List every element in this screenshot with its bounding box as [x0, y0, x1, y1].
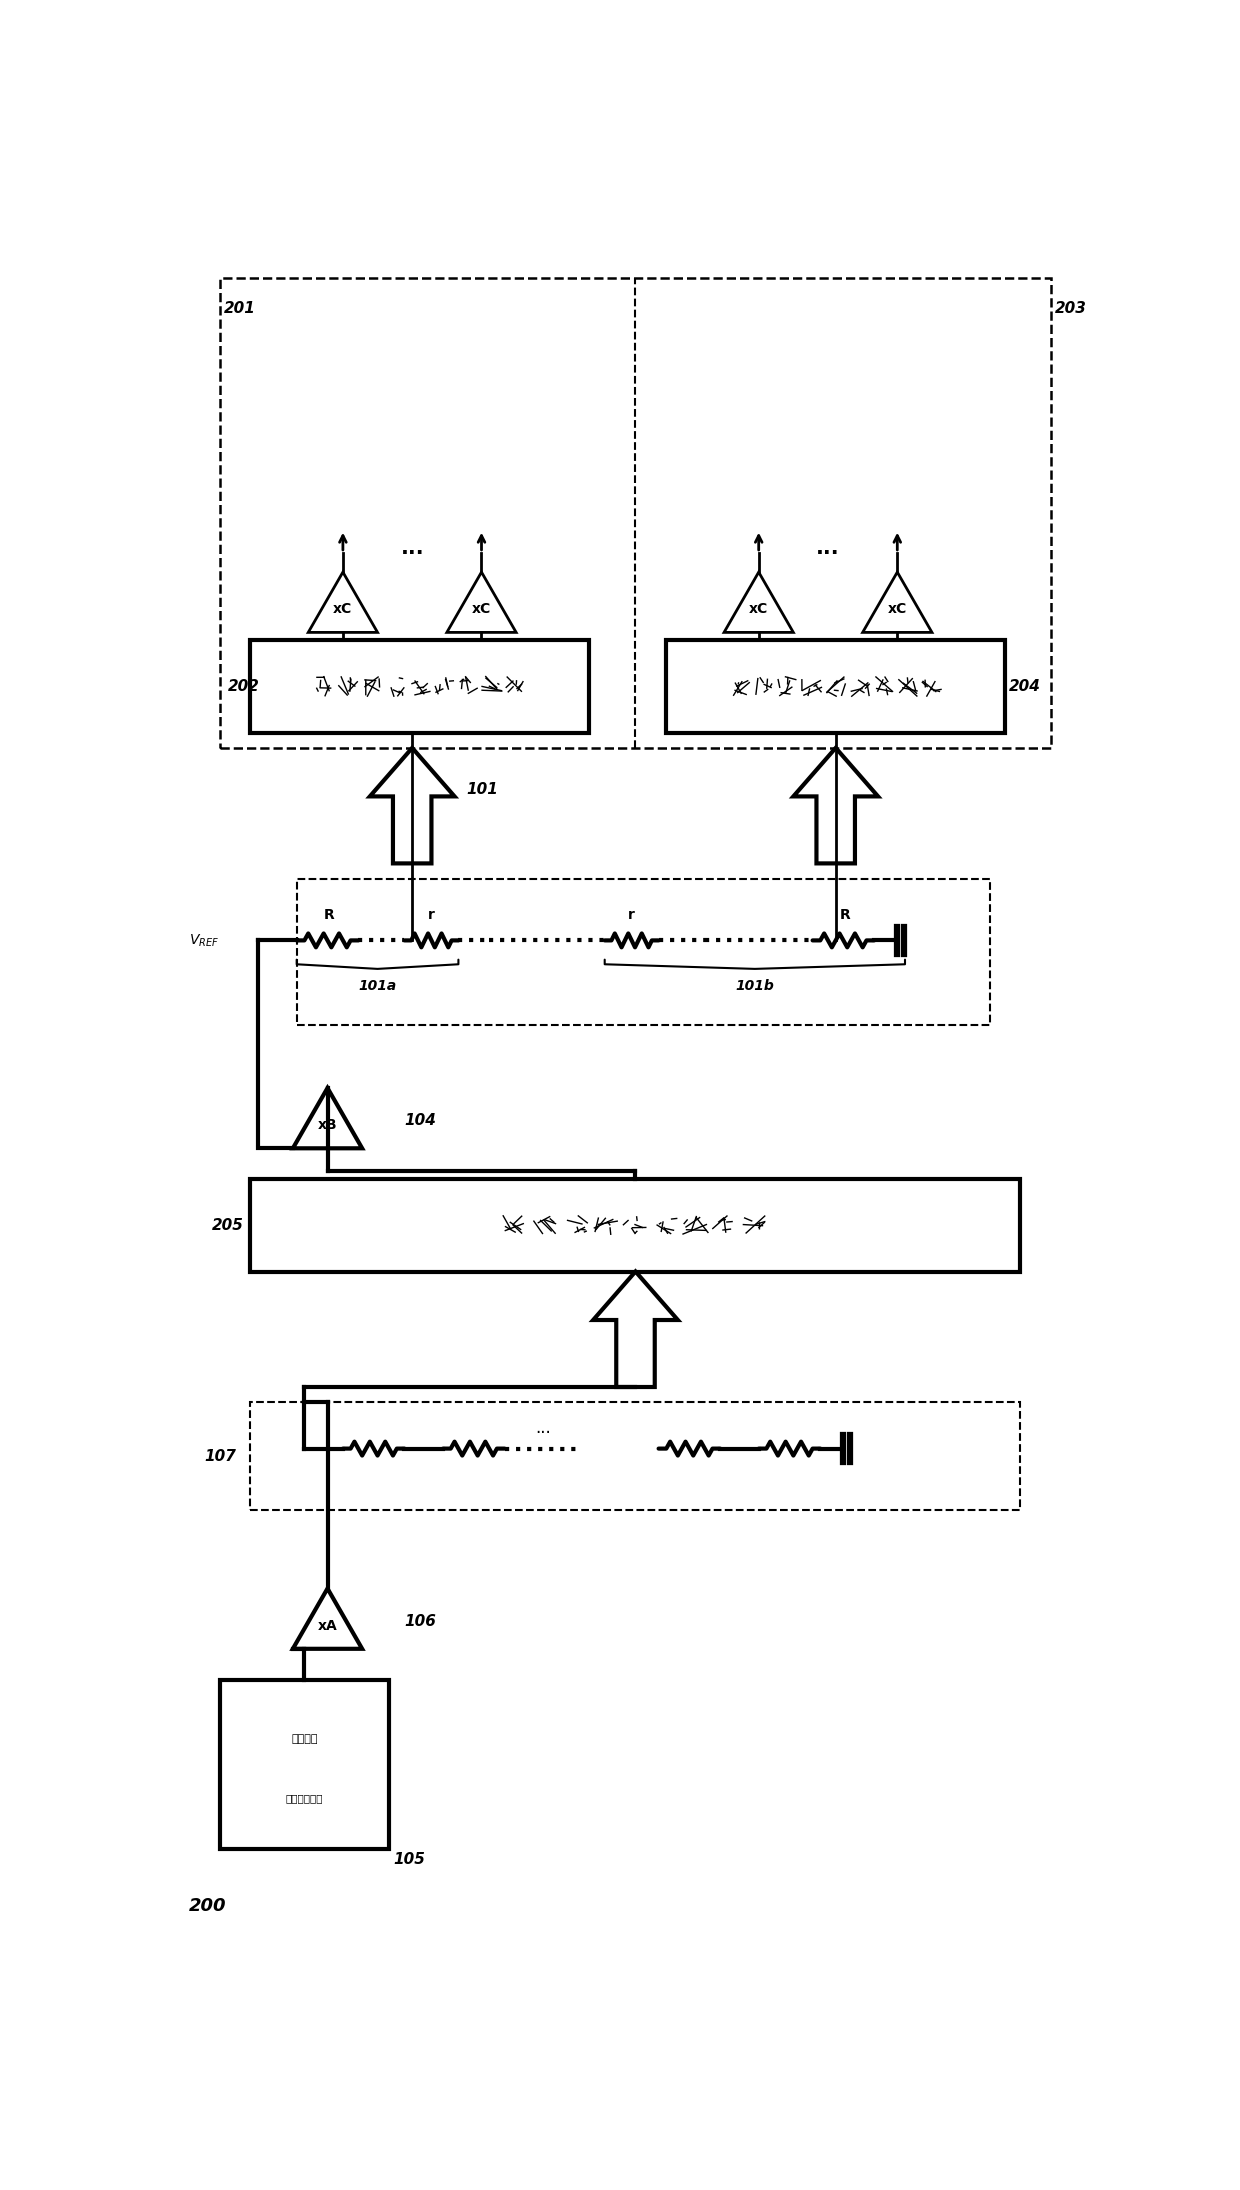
Bar [666, 639, 1006, 731]
Text: 104: 104 [404, 1113, 436, 1128]
Text: xC: xC [749, 602, 769, 618]
Text: 电压产生电路: 电压产生电路 [285, 1794, 324, 1802]
Text: 105: 105 [393, 1853, 425, 1868]
Text: 203: 203 [1055, 302, 1087, 315]
Text: 能隙参考: 能隙参考 [291, 1734, 317, 1743]
Text: 101b: 101b [735, 979, 774, 994]
Bar [250, 1402, 1021, 1511]
Text: ...: ... [536, 1419, 551, 1437]
Bar [296, 878, 990, 1025]
Text: 204: 204 [1009, 679, 1040, 694]
Text: r: r [428, 909, 434, 922]
Text: ...: ... [401, 539, 424, 558]
Text: 205: 205 [212, 1218, 244, 1233]
Text: ...: ... [816, 539, 839, 558]
Text: xC: xC [888, 602, 906, 618]
Text: r: r [627, 909, 635, 922]
Text: 107: 107 [205, 1450, 236, 1463]
Bar [250, 639, 589, 731]
Text: R: R [839, 909, 851, 922]
Text: 202: 202 [227, 679, 259, 694]
Bar [219, 1680, 389, 1848]
Text: 106: 106 [404, 1614, 436, 1629]
Text: R: R [324, 909, 335, 922]
Text: xA: xA [317, 1618, 337, 1634]
Text: xB: xB [317, 1119, 337, 1132]
Bar [219, 278, 1052, 749]
Text: $V_{REF}$: $V_{REF}$ [188, 933, 219, 948]
Text: xC: xC [334, 602, 352, 618]
Text: xC: xC [472, 602, 491, 618]
Text: 200: 200 [188, 1897, 227, 1914]
Bar [250, 1178, 1021, 1272]
Text: 101a: 101a [358, 979, 397, 994]
Text: 101: 101 [466, 782, 498, 797]
Text: 201: 201 [223, 302, 255, 315]
